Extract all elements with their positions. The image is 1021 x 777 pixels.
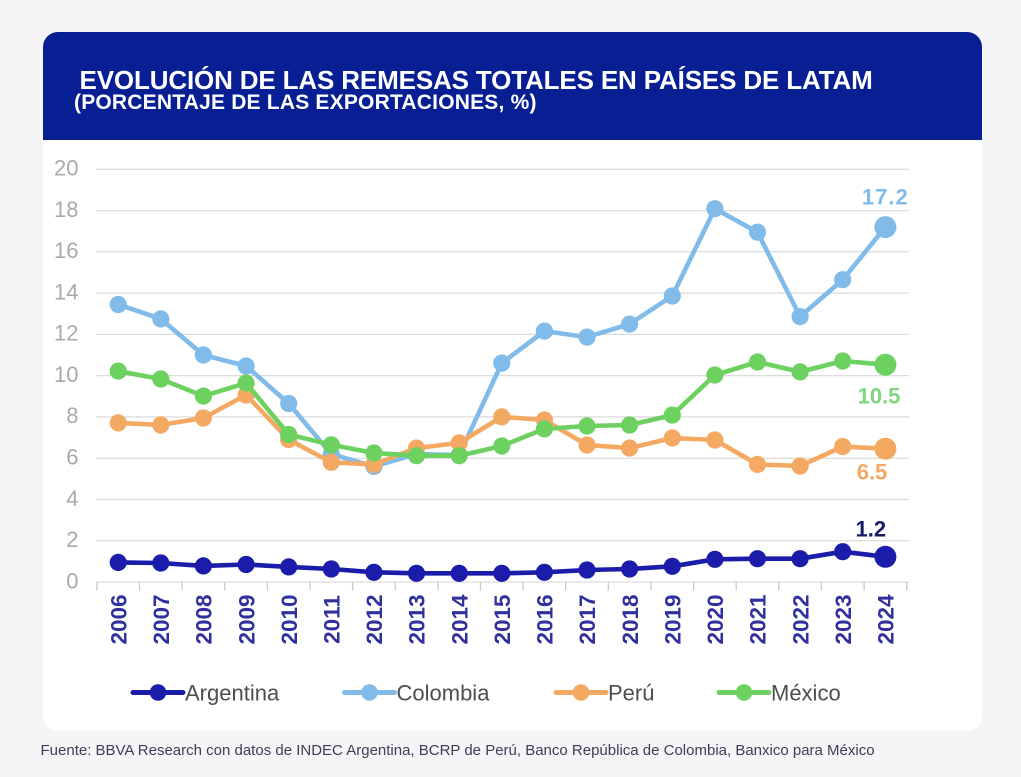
svg-text:2008: 2008 (192, 594, 217, 644)
svg-text:2010: 2010 (277, 594, 302, 644)
svg-text:17.2: 17.2 (862, 185, 909, 210)
svg-text:2023: 2023 (831, 594, 856, 644)
svg-text:14: 14 (54, 279, 78, 304)
svg-text:2013: 2013 (405, 594, 430, 644)
svg-text:20: 20 (54, 156, 78, 181)
svg-text:2024: 2024 (874, 594, 899, 645)
svg-text:2017: 2017 (575, 594, 600, 644)
svg-text:8: 8 (66, 403, 78, 428)
svg-text:Perú: Perú (608, 680, 654, 705)
svg-text:10: 10 (54, 362, 78, 387)
svg-text:10.5: 10.5 (858, 384, 901, 409)
svg-text:2016: 2016 (533, 594, 558, 644)
svg-text:2012: 2012 (362, 594, 387, 644)
svg-text:2022: 2022 (788, 594, 813, 644)
svg-text:2018: 2018 (618, 594, 643, 644)
svg-text:México: México (771, 680, 841, 705)
svg-text:Argentina: Argentina (185, 680, 280, 705)
svg-text:2015: 2015 (490, 594, 515, 644)
svg-text:0: 0 (66, 568, 78, 593)
svg-text:2: 2 (66, 527, 78, 552)
svg-text:6.5: 6.5 (857, 460, 888, 485)
svg-text:2009: 2009 (234, 594, 259, 644)
svg-text:2006: 2006 (106, 594, 131, 644)
svg-text:1.2: 1.2 (856, 517, 887, 542)
svg-text:4: 4 (66, 486, 78, 511)
svg-text:6: 6 (66, 445, 78, 470)
svg-text:2007: 2007 (149, 594, 174, 644)
svg-text:16: 16 (54, 238, 78, 263)
svg-text:12: 12 (54, 321, 78, 346)
svg-text:2020: 2020 (703, 594, 728, 644)
svg-text:2011: 2011 (320, 595, 345, 644)
svg-text:2014: 2014 (447, 594, 472, 645)
svg-text:2019: 2019 (661, 594, 686, 644)
svg-text:2021: 2021 (746, 594, 771, 644)
svg-text:Colombia: Colombia (397, 680, 491, 705)
svg-text:18: 18 (54, 197, 78, 222)
